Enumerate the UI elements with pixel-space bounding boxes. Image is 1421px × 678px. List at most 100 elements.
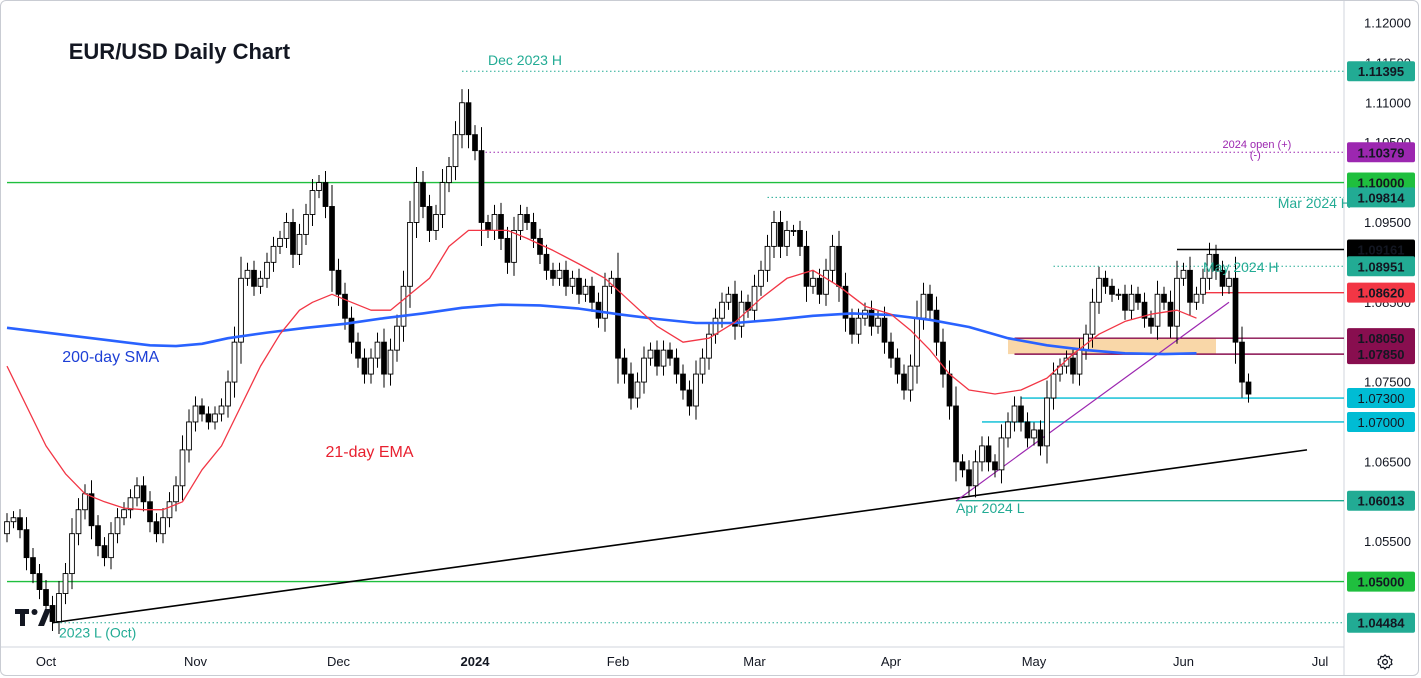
x-tick-label: Jul bbox=[1312, 654, 1329, 669]
candle-up bbox=[810, 277, 816, 287]
candle-up bbox=[1031, 429, 1037, 439]
candle-up bbox=[244, 269, 251, 279]
candle-up bbox=[914, 317, 920, 367]
candle-down bbox=[946, 373, 953, 407]
candle-down bbox=[465, 102, 472, 136]
candle-up bbox=[907, 365, 914, 391]
candle-down bbox=[628, 373, 634, 399]
candle-up bbox=[218, 405, 225, 415]
candle-up bbox=[75, 509, 82, 535]
candle-down bbox=[381, 341, 387, 375]
candle-down bbox=[17, 517, 23, 531]
candle-up bbox=[569, 277, 576, 287]
y-tick-label: 1.06500 bbox=[1364, 454, 1411, 469]
candle-down bbox=[1148, 317, 1154, 327]
price-badge-label: 1.04484 bbox=[1358, 616, 1406, 631]
candle-down bbox=[49, 605, 56, 622]
candle-down bbox=[940, 341, 946, 375]
candle-up bbox=[296, 233, 303, 255]
candle-down bbox=[498, 214, 504, 239]
candle-down bbox=[1109, 285, 1115, 295]
candle-up bbox=[511, 229, 517, 263]
candle-down bbox=[901, 373, 907, 391]
candle-up bbox=[1206, 253, 1213, 279]
price-badge-label: 1.10379 bbox=[1358, 145, 1405, 160]
candle-up bbox=[1193, 293, 1200, 303]
candle-up bbox=[1174, 277, 1180, 327]
candle-up bbox=[179, 449, 186, 487]
candle-down bbox=[816, 277, 823, 295]
price-badge-label: 1.08050 bbox=[1358, 331, 1405, 346]
candle-up bbox=[225, 381, 231, 407]
candle-down bbox=[335, 269, 342, 295]
candle-down bbox=[894, 357, 901, 375]
candle-down bbox=[966, 469, 972, 487]
annotation-mar-2024-h: Mar 2024 H bbox=[1278, 195, 1351, 211]
candle-up bbox=[758, 269, 764, 287]
candle-up bbox=[283, 222, 290, 239]
candle-up bbox=[998, 437, 1005, 471]
candle-down bbox=[1239, 341, 1245, 383]
candle-down bbox=[43, 589, 49, 606]
candle-up bbox=[641, 357, 647, 383]
candle-down bbox=[23, 529, 30, 559]
price-badge-label: 1.10000 bbox=[1358, 176, 1405, 191]
annotation-apr-2024-l: Apr 2024 L bbox=[956, 500, 1025, 516]
candle-down bbox=[777, 222, 784, 247]
price-badge bbox=[1347, 328, 1415, 349]
candle-down bbox=[1024, 421, 1031, 439]
candle-up bbox=[725, 293, 732, 303]
candle-down bbox=[524, 214, 530, 223]
candle-up bbox=[82, 493, 88, 511]
candle-up bbox=[231, 341, 238, 383]
x-tick-label: Nov bbox=[184, 654, 208, 669]
candle-down bbox=[803, 245, 810, 287]
annotation-2023-l-oct: 2023 L (Oct) bbox=[59, 624, 136, 640]
candle-down bbox=[1213, 253, 1219, 271]
candle-up bbox=[920, 293, 927, 319]
candle-up bbox=[1005, 421, 1011, 439]
candle-down bbox=[199, 405, 205, 415]
price-badge bbox=[1347, 411, 1415, 432]
trend-line-1 bbox=[52, 449, 1308, 624]
annotation-200-day-sma: 200-day SMA bbox=[62, 349, 159, 366]
candle-down bbox=[615, 277, 621, 359]
candle-down bbox=[348, 317, 355, 343]
candle-up bbox=[751, 285, 758, 311]
price-badge-label: 1.08951 bbox=[1358, 259, 1405, 274]
y-tick-label: 1.05500 bbox=[1364, 534, 1411, 549]
candle-down bbox=[1070, 357, 1076, 375]
candle-down bbox=[680, 373, 686, 391]
candle-up bbox=[134, 485, 140, 499]
candle-down bbox=[1122, 293, 1128, 311]
candle-up bbox=[166, 501, 173, 519]
price-badge bbox=[1347, 571, 1415, 592]
candle-down bbox=[550, 269, 556, 279]
candle-up bbox=[1154, 293, 1161, 327]
candle-up bbox=[706, 333, 712, 359]
candle-up bbox=[270, 245, 277, 263]
price-badge bbox=[1347, 282, 1415, 303]
candle-up bbox=[127, 497, 134, 511]
candle-down bbox=[95, 525, 101, 547]
annotation-eur-usd-daily-chart: EUR/USD Daily Chart bbox=[69, 39, 291, 64]
gear-icon[interactable] bbox=[1373, 651, 1397, 673]
candle-down bbox=[361, 357, 368, 375]
candle-up bbox=[784, 229, 790, 247]
y-tick-label: 1.09500 bbox=[1364, 215, 1411, 230]
x-tick-label: Oct bbox=[36, 654, 57, 669]
candle-up bbox=[1011, 405, 1018, 423]
price-badge-label: 1.09814 bbox=[1358, 190, 1406, 205]
candle-up bbox=[972, 461, 979, 487]
candle-down bbox=[140, 485, 147, 503]
candle-down bbox=[1037, 429, 1044, 447]
candle-down bbox=[205, 413, 212, 423]
candle-up bbox=[1089, 301, 1096, 335]
price-badge-label: 1.07300 bbox=[1358, 391, 1405, 406]
candle-down bbox=[543, 253, 550, 271]
candle-up bbox=[602, 285, 608, 319]
candle-up bbox=[660, 349, 667, 367]
candle-up bbox=[316, 182, 322, 191]
candle-up bbox=[192, 405, 199, 423]
